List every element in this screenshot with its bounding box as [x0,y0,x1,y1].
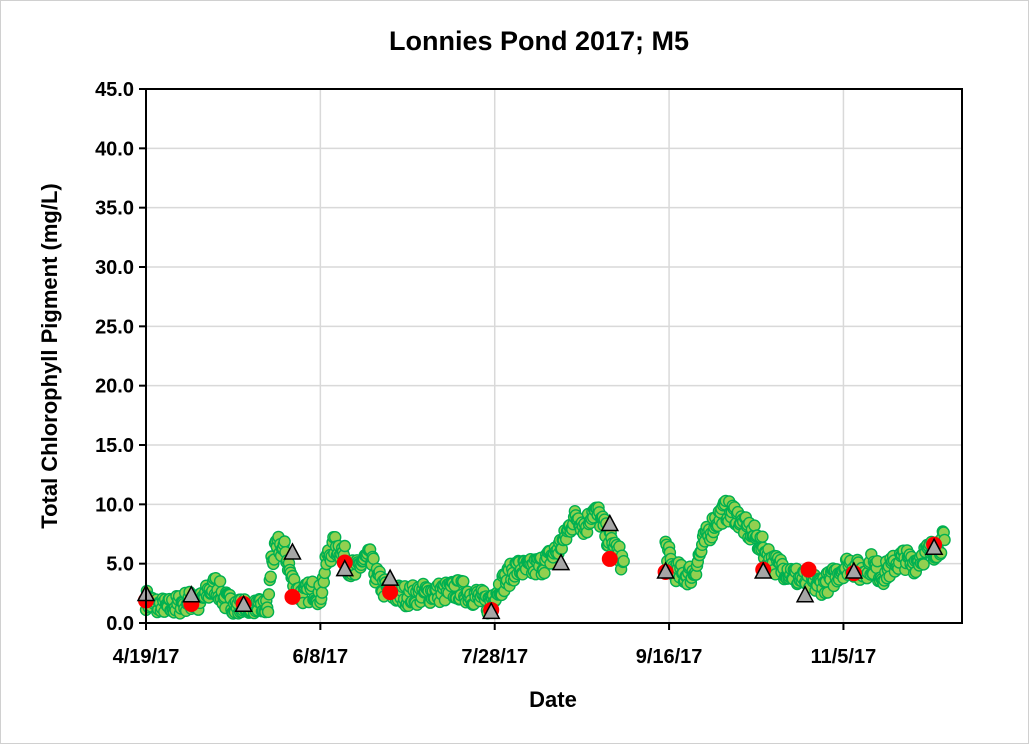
x-tick-label: 7/28/17 [461,646,528,668]
y-tick-label: 35.0 [95,198,134,220]
y-tick-label: 45.0 [95,79,134,101]
gridlines [146,89,962,623]
green-point [262,588,276,601]
red-point [284,588,301,605]
triangle-point [182,585,201,603]
plot-area-border [145,88,963,624]
triangle-point [600,513,620,532]
green-point [338,539,351,553]
green-point [617,555,630,568]
y-tick-label: 30.0 [95,257,134,279]
y-tick-label: 5.0 [106,554,134,576]
triangle-point [335,559,355,577]
green-point [213,575,227,588]
red-point [800,561,817,578]
x-tick-label: 6/8/17 [293,646,349,668]
green-point [367,552,380,565]
continuous-series [139,494,951,620]
triangle-point [656,561,675,579]
triangle-point [551,553,571,571]
green-point [264,570,277,583]
red-point [601,550,618,567]
y-axis-ticks: 0.0 5.0 10.0 15.0 20.0 25.0 30.0 35.0 40.0 45.0 [95,79,146,635]
chart-title: Lonnies Pond 2017; M5 [389,26,689,56]
y-tick-label: 40.0 [95,138,134,160]
green-point [917,558,930,571]
x-tick-label: 11/5/17 [811,646,877,668]
green-point [538,566,551,580]
y-tick-label: 0.0 [106,613,134,635]
green-point [315,586,329,599]
x-tick-label: 9/16/17 [636,646,703,668]
triangle-point [380,568,400,586]
triangle-point [795,585,815,603]
green-point [457,575,470,588]
triangle-point [924,537,944,555]
y-tick-label: 20.0 [95,376,134,398]
y-tick-label: 15.0 [95,435,134,457]
x-tick-label: 4/19/17 [113,646,180,668]
x-axis-label: Date [529,687,577,712]
y-tick-label: 25.0 [95,316,134,338]
triangle-point [283,542,302,560]
triangle-point [844,561,864,579]
y-tick-label: 10.0 [95,494,134,516]
green-point [756,530,769,543]
triangle-point [234,594,253,612]
triangle-point [753,561,773,579]
red-point [382,584,399,601]
x-axis-ticks: 4/19/17 6/8/17 7/28/17 9/16/17 11/5/17 [113,623,877,668]
y-axis-label: Total Chlorophyll Pigment (mg/L) [37,183,62,528]
triangle-point [481,601,501,620]
green-point [278,535,291,548]
green-point [261,605,275,619]
